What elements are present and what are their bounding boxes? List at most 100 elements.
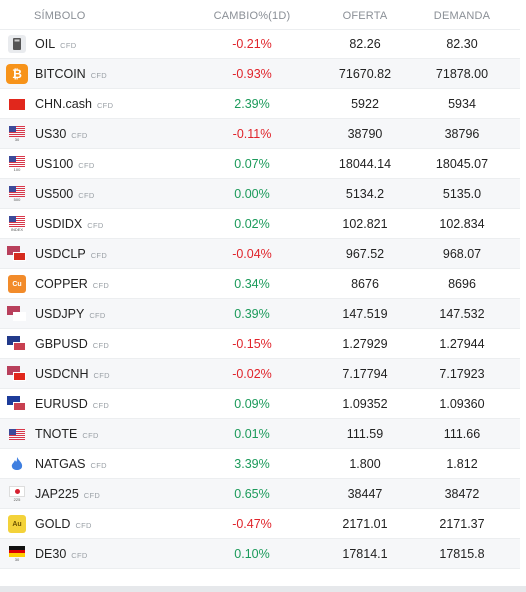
table-row[interactable]: OIL CFD -0.21% 82.26 82.30 — [0, 29, 520, 59]
bid-value[interactable]: 18044.14 — [338, 157, 392, 171]
bid-value[interactable]: 1.800 — [349, 457, 381, 471]
table-row[interactable]: USDJPY CFD 0.39% 147.519 147.532 — [0, 299, 520, 329]
uk-us-flags-icon — [6, 334, 28, 354]
change-value: -0.04% — [232, 247, 272, 261]
table-row[interactable]: USDCNH CFD -0.02% 7.17794 7.17923 — [0, 359, 520, 389]
ask-value[interactable]: 111.66 — [443, 427, 481, 441]
change-value: 0.01% — [234, 427, 270, 441]
table-row[interactable]: EURUSD CFD 0.09% 1.09352 1.09360 — [0, 389, 520, 419]
bid-value[interactable]: 5922 — [351, 97, 379, 111]
symbol-name[interactable]: GOLD CFD — [35, 517, 92, 531]
ask-value[interactable]: 18045.07 — [435, 157, 489, 171]
bid-value[interactable]: 82.26 — [349, 37, 381, 51]
symbol-name[interactable]: JAP225 CFD — [35, 487, 101, 501]
table-row[interactable]: CHN.cash CFD 2.39% 5922 5934 — [0, 89, 520, 119]
cfd-tag: CFD — [60, 41, 77, 50]
table-row[interactable]: 500 US500 CFD 0.00% 5134.2 5135.0 — [0, 179, 520, 209]
scrollbar-track[interactable] — [0, 586, 526, 592]
bid-value[interactable]: 38790 — [347, 127, 383, 141]
symbol-name[interactable]: US30 CFD — [35, 127, 88, 141]
ask-value[interactable]: 1.27944 — [439, 337, 485, 351]
table-header: SÍMBOLO CAMBIO%(1D) OFERTA DEMANDA — [0, 0, 520, 30]
ask-value[interactable]: 71878.00 — [435, 67, 489, 81]
cfd-tag: CFD — [90, 251, 108, 260]
symbol-name[interactable]: COPPER CFD — [35, 277, 110, 291]
cfd-tag: CFD — [78, 161, 95, 170]
china-flag-icon — [6, 94, 28, 114]
cfd-tag: CFD — [90, 461, 107, 470]
bid-value[interactable]: 7.17794 — [342, 367, 388, 381]
symbol-name[interactable]: NATGAS CFD — [35, 457, 107, 471]
symbol-name[interactable]: EURUSD CFD — [35, 397, 110, 411]
bid-value[interactable]: 8676 — [351, 277, 379, 291]
change-value: -0.93% — [232, 67, 272, 81]
ask-value[interactable]: 82.30 — [446, 37, 478, 51]
bid-value[interactable]: 102.821 — [342, 217, 388, 231]
symbol-name[interactable]: USDCLP CFD — [35, 247, 108, 261]
table-row[interactable]: Cu COPPER CFD 0.34% 8676 8696 — [0, 269, 520, 299]
table-row[interactable]: NATGAS CFD 3.39% 1.800 1.812 — [0, 449, 520, 479]
table-row[interactable]: ₿ BITCOIN CFD -0.93% 71670.82 71878.00 — [0, 59, 520, 89]
ask-value[interactable]: 147.532 — [439, 307, 485, 321]
symbol-name[interactable]: US100 CFD — [35, 157, 95, 171]
change-value: 0.10% — [234, 547, 270, 561]
cfd-tag: CFD — [92, 341, 110, 350]
ask-value[interactable]: 968.07 — [442, 247, 482, 261]
ask-value[interactable]: 102.834 — [439, 217, 485, 231]
bid-value[interactable]: 147.519 — [342, 307, 388, 321]
ask-value[interactable]: 2171.37 — [439, 517, 485, 531]
table-row[interactable]: 30 US30 CFD -0.11% 38790 38796 — [0, 119, 520, 149]
flame-icon — [6, 454, 28, 474]
header-bid[interactable]: OFERTA — [342, 10, 388, 22]
bid-value[interactable]: 967.52 — [345, 247, 385, 261]
change-value: 0.34% — [234, 277, 270, 291]
header-ask[interactable]: DEMANDA — [433, 10, 491, 22]
ask-value[interactable]: 5934 — [448, 97, 476, 111]
table-row[interactable]: 100 US100 CFD 0.07% 18044.14 18045.07 — [0, 149, 520, 179]
cfd-tag: CFD — [92, 401, 110, 410]
table-row[interactable]: INDEX USDIDX CFD 0.02% 102.821 102.834 — [0, 209, 520, 239]
header-change[interactable]: CAMBIO%(1D) — [213, 10, 291, 22]
symbol-name[interactable]: US500 CFD — [35, 187, 95, 201]
symbol-name[interactable]: USDIDX CFD — [35, 217, 104, 231]
gold-icon: Au — [6, 514, 28, 534]
ask-value[interactable]: 38472 — [444, 487, 480, 501]
change-value: 0.07% — [234, 157, 270, 171]
symbol-name[interactable]: OIL CFD — [35, 37, 77, 51]
symbol-name[interactable]: USDJPY CFD — [35, 307, 106, 321]
us-flag-icon: 30 — [6, 124, 28, 144]
table-row[interactable]: USDCLP CFD -0.04% 967.52 968.07 — [0, 239, 520, 269]
symbol-name[interactable]: GBPUSD CFD — [35, 337, 110, 351]
symbol-name[interactable]: BITCOIN CFD — [35, 67, 108, 81]
bid-value[interactable]: 1.27929 — [342, 337, 388, 351]
bid-value[interactable]: 71670.82 — [338, 67, 392, 81]
ask-value[interactable]: 1.812 — [446, 457, 478, 471]
table-row[interactable]: Au GOLD CFD -0.47% 2171.01 2171.37 — [0, 509, 520, 539]
ask-value[interactable]: 8696 — [448, 277, 476, 291]
ask-value[interactable]: 1.09360 — [439, 397, 485, 411]
table-row[interactable]: 30 DE30 CFD 0.10% 17814.1 17815.8 — [0, 539, 520, 569]
bid-value[interactable]: 111.59 — [346, 427, 384, 441]
ask-value[interactable]: 7.17923 — [439, 367, 485, 381]
table-row[interactable]: GBPUSD CFD -0.15% 1.27929 1.27944 — [0, 329, 520, 359]
table-row[interactable]: TNOTE CFD 0.01% 111.59 111.66 — [0, 419, 520, 449]
ask-value[interactable]: 38796 — [444, 127, 480, 141]
bid-value[interactable]: 5134.2 — [345, 187, 385, 201]
bid-value[interactable]: 1.09352 — [342, 397, 388, 411]
bid-value[interactable]: 38447 — [347, 487, 383, 501]
bid-value[interactable]: 2171.01 — [342, 517, 388, 531]
header-symbol[interactable]: SÍMBOLO — [34, 10, 86, 22]
bid-value[interactable]: 17814.1 — [342, 547, 388, 561]
germany-flag-icon: 30 — [6, 544, 28, 564]
table-body: OIL CFD -0.21% 82.26 82.30 ₿ BITCOIN CFD -0.93% 7… — [0, 29, 520, 569]
symbol-name[interactable]: CHN.cash CFD — [35, 97, 114, 111]
copper-icon: Cu — [6, 274, 28, 294]
ask-value[interactable]: 5135.0 — [442, 187, 482, 201]
ask-value[interactable]: 17815.8 — [439, 547, 485, 561]
table-row[interactable]: 225 JAP225 CFD 0.65% 38447 38472 — [0, 479, 520, 509]
us-flag-icon — [6, 424, 28, 444]
symbol-name[interactable]: DE30 CFD — [35, 547, 88, 561]
symbol-name[interactable]: USDCNH CFD — [35, 367, 110, 381]
symbol-name[interactable]: TNOTE CFD — [35, 427, 99, 441]
cfd-tag: CFD — [87, 221, 104, 230]
